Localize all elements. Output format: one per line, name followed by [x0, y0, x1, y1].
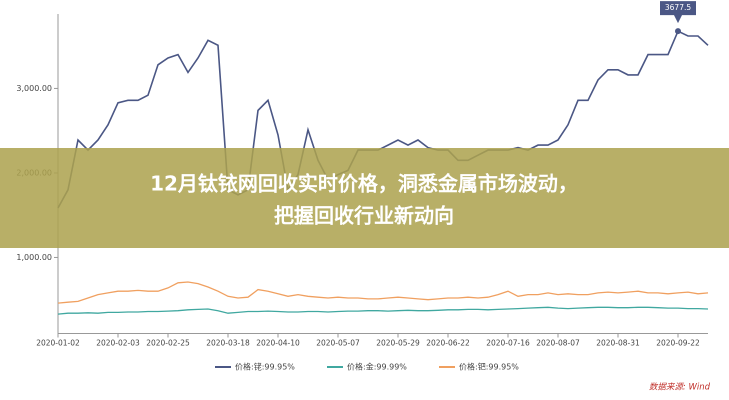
- x-tick-label: 2020-04-10: [256, 339, 300, 348]
- legend-label: 价格:金:99.99%: [347, 362, 407, 372]
- banner-title: 12月钛铱网回收实时价格，洞悉金属市场波动，: [150, 172, 578, 196]
- x-tick-label: 2020-07-16: [486, 339, 530, 348]
- banner-title: 把握回收行业新动向: [274, 204, 454, 228]
- value-label: 3677.5: [665, 3, 691, 12]
- x-tick-label: 2020-08-31: [596, 339, 640, 348]
- x-tick-label: 2020-05-07: [316, 339, 360, 348]
- x-tick-label: 2020-08-07: [536, 339, 580, 348]
- legend-label: 价格:铑:99.95%: [235, 362, 295, 372]
- series-line: [57, 281, 709, 304]
- callout: [660, 1, 696, 24]
- point-marker: [675, 28, 681, 35]
- x-tick-label: 2020-06-22: [426, 339, 470, 348]
- x-tick-label: 2020-02-03: [96, 339, 140, 348]
- x-tick-label: 2020-09-22: [656, 339, 700, 348]
- series-line: [57, 30, 709, 209]
- legend-label: 价格:钯:99.95%: [459, 362, 519, 372]
- y-tick-label: 3,000.00: [16, 84, 52, 93]
- series-line: [57, 306, 709, 315]
- x-tick-label: 2020-01-02: [36, 339, 80, 348]
- banner: [0, 148, 729, 248]
- source-note: 数据来源: Wind: [649, 382, 711, 393]
- x-tick-label: 2020-02-25: [146, 339, 190, 348]
- x-tick-label: 2020-03-18: [206, 339, 250, 348]
- x-tick-label: 2020-05-29: [376, 339, 420, 348]
- y-tick-label: 1,000.00: [16, 253, 52, 262]
